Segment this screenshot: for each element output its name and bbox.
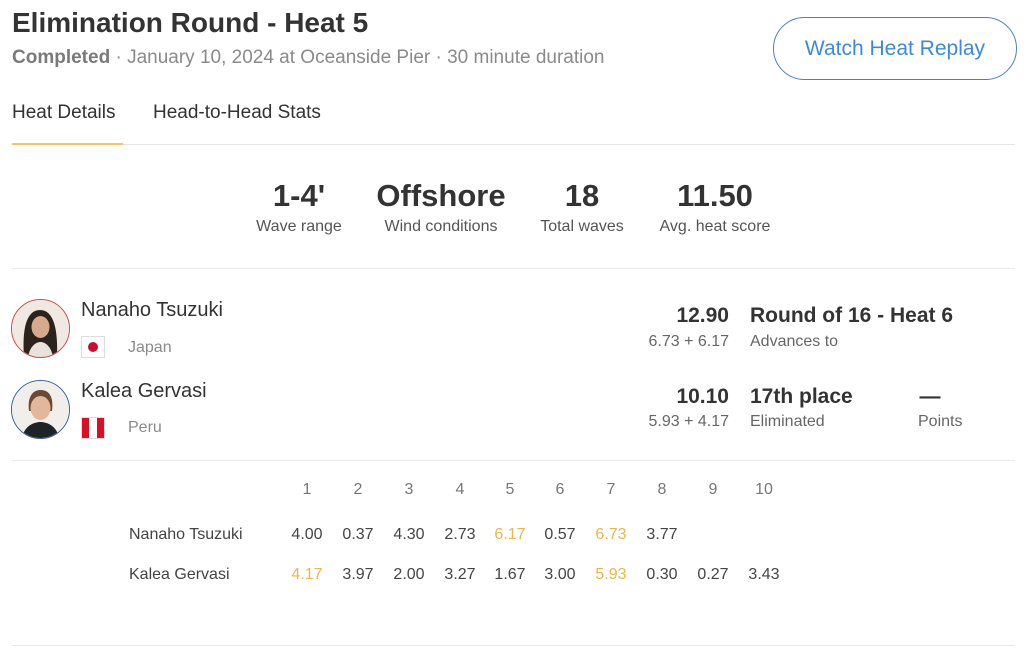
watch-replay-button[interactable]: Watch Heat Replay [773,17,1017,80]
stat-wave-range: 1-4' Wave range [219,178,379,236]
athlete-result-label: Advances to [750,333,839,350]
athlete-photo-icon [12,381,69,438]
wave-score: 6.73 [595,526,627,543]
stat-total-waves: 18 Total waves [502,178,662,236]
stat-label: Avg. heat score [659,218,771,235]
status-text: Completed [12,47,111,68]
wave-score: 3.97 [342,566,374,583]
athlete-result[interactable]: Round of 16 - Heat 6 [750,304,954,327]
divider [12,460,1015,461]
wave-number-header: 6 [555,481,565,498]
athlete-best-waves: 6.73 + 6.17 [648,333,729,350]
wave-number-header: 2 [353,481,363,498]
wave-score: 2.73 [444,526,476,543]
tab-head-to-head[interactable]: Head-to-Head Stats [153,102,321,123]
athlete-result: 17th place [750,385,853,408]
stat-avg-score: 11.50 Avg. heat score [635,178,795,236]
wave-score: 3.00 [544,566,576,583]
stat-label: Total waves [540,218,624,235]
wave-score: 3.77 [646,526,678,543]
divider [12,645,1015,646]
wave-score: 0.37 [342,526,374,543]
wave-number-header: 9 [708,481,718,498]
tab-divider [12,144,1015,145]
avatar-kalea[interactable] [11,380,70,439]
wave-score: 4.30 [393,526,425,543]
wave-score: 2.00 [393,566,425,583]
page-title: Elimination Round - Heat 5 [12,7,369,38]
avatar-nanaho[interactable] [11,299,70,358]
stat-wind: Offshore Wind conditions [361,178,521,236]
athlete-points-label: Points [918,413,963,430]
wave-score: 1.67 [494,566,526,583]
athlete-total-score: 12.90 [676,304,729,327]
peru-flag-icon [81,417,105,439]
wave-row-name: Nanaho Tsuzuki [129,526,243,543]
wave-score: 3.43 [748,566,780,583]
stat-label: Wind conditions [384,218,498,235]
heat-subtitle: Completed · January 10, 2024 at Oceansid… [12,47,604,69]
japan-flag-icon [81,336,105,358]
divider [12,268,1015,269]
stat-value: 18 [564,178,600,213]
athlete-photo-icon [12,300,69,357]
wave-score: 6.17 [494,526,526,543]
athlete-country: Peru [128,419,162,436]
wave-score: 4.17 [291,566,323,583]
athlete-result-label: Eliminated [750,413,825,430]
wave-score: 5.93 [595,566,627,583]
athlete-name[interactable]: Nanaho Tsuzuki [81,299,223,321]
wave-number-header: 5 [505,481,515,498]
wave-number-header: 4 [455,481,465,498]
wave-row-name: Kalea Gervasi [129,566,230,583]
wave-score: 0.57 [544,526,576,543]
wave-number-header: 1 [302,481,312,498]
heat-details-text: · January 10, 2024 at Oceanside Pier · 3… [110,47,605,68]
stat-value: Offshore [376,178,506,213]
tab-heat-details[interactable]: Heat Details [12,102,116,123]
stat-value: 1-4' [272,178,326,213]
athlete-total-score: 10.10 [676,385,729,408]
wave-number-header: 3 [404,481,414,498]
wave-number-header: 7 [606,481,616,498]
wave-number-header: 8 [657,481,667,498]
athlete-points: — [919,385,941,408]
athlete-name[interactable]: Kalea Gervasi [81,380,207,402]
stat-value: 11.50 [677,178,753,213]
wave-number-header: 10 [755,481,773,498]
athlete-country: Japan [128,339,172,356]
active-tab-indicator [12,143,123,145]
athlete-best-waves: 5.93 + 4.17 [648,413,729,430]
wave-score: 3.27 [444,566,476,583]
wave-score: 0.30 [646,566,678,583]
wave-score: 0.27 [697,566,729,583]
stat-label: Wave range [256,218,342,235]
wave-score: 4.00 [291,526,323,543]
